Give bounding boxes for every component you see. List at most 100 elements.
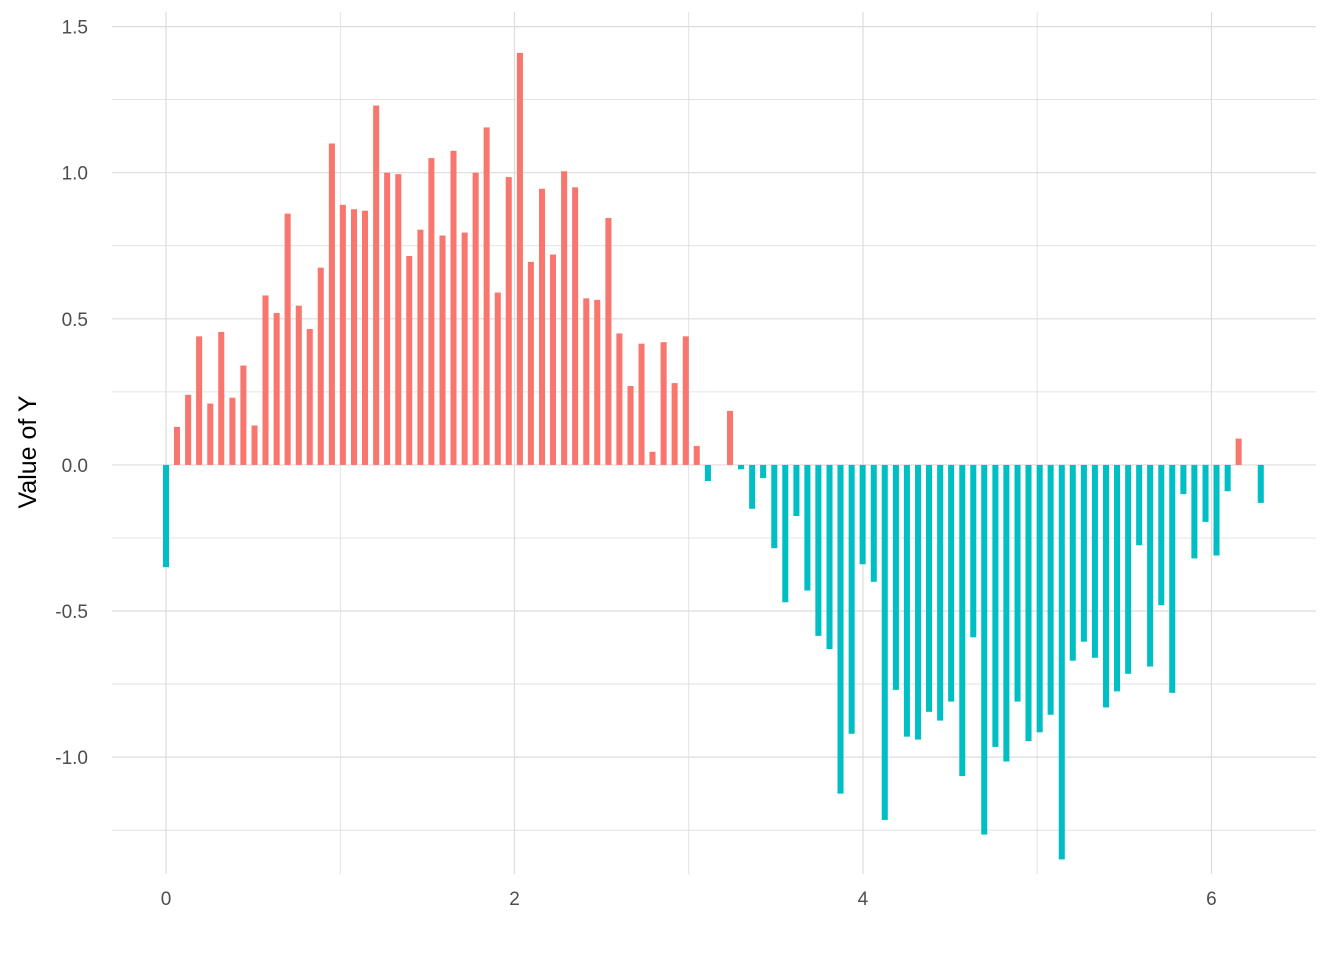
negative-bar <box>793 464 800 517</box>
positive-bar <box>339 204 346 465</box>
positive-bar <box>627 386 634 465</box>
positive-bar <box>605 218 612 465</box>
positive-bar <box>185 394 192 465</box>
positive-bar <box>317 267 324 465</box>
positive-bar <box>461 232 468 465</box>
positive-bar <box>207 403 214 465</box>
negative-bar <box>915 464 922 740</box>
positive-bar <box>572 187 579 465</box>
negative-bar <box>948 464 955 702</box>
positive-bar <box>395 174 402 465</box>
positive-bar <box>173 426 181 465</box>
positive-bar <box>527 261 534 465</box>
negative-bar <box>937 464 944 721</box>
positive-bar <box>649 451 656 465</box>
positive-bar <box>539 188 546 465</box>
y-tick-label: 0.0 <box>62 456 88 477</box>
positive-bar <box>472 172 479 465</box>
negative-bar <box>1091 464 1098 658</box>
positive-bar <box>727 410 734 465</box>
negative-bar <box>804 464 811 591</box>
positive-bar <box>373 105 380 465</box>
y-tick-label: -0.5 <box>55 602 88 623</box>
negative-bar <box>760 464 767 479</box>
positive-bar <box>273 312 280 465</box>
positive-bar <box>361 210 369 465</box>
negative-bar <box>1191 464 1198 559</box>
positive-bar <box>693 445 700 465</box>
negative-bar <box>837 464 844 794</box>
positive-bar <box>682 336 689 465</box>
negative-bar <box>1169 464 1176 693</box>
negative-bar <box>1125 464 1132 674</box>
y-tick-label: 0.5 <box>62 310 88 331</box>
negative-bar <box>981 464 988 835</box>
positive-bar <box>516 52 523 465</box>
negative-bar <box>870 464 877 582</box>
negative-bar <box>1147 464 1154 667</box>
positive-bar <box>295 305 302 465</box>
positive-bar <box>417 229 424 465</box>
major-gridlines <box>112 12 1316 874</box>
positive-bar <box>328 143 335 465</box>
negative-bar <box>1058 464 1065 860</box>
positive-bar <box>229 397 236 465</box>
positive-bar <box>450 150 457 465</box>
positive-bar <box>483 127 490 465</box>
positive-bar <box>583 298 590 465</box>
negative-bar <box>1014 464 1021 702</box>
x-tick-label: 2 <box>509 889 520 910</box>
negative-bar <box>970 464 977 638</box>
negative-bar <box>1047 464 1054 715</box>
positive-bar <box>218 331 225 465</box>
y-tick-label: 1.5 <box>62 18 88 39</box>
x-tick-label: 4 <box>858 889 869 910</box>
negative-bar <box>1036 464 1043 733</box>
negative-bar <box>1158 464 1165 606</box>
negative-bar <box>959 464 966 777</box>
y-axis-tick-labels: -1.0 -0.5 0.0 0.5 1.0 1.5 <box>55 18 88 770</box>
negative-bar <box>704 464 711 481</box>
negative-bar <box>1213 464 1220 556</box>
negative-bar <box>1136 464 1143 546</box>
bars <box>163 52 1264 860</box>
x-tick-label: 6 <box>1206 889 1217 910</box>
negative-bar <box>1202 464 1209 522</box>
positive-bar <box>494 292 501 465</box>
positive-bar <box>240 365 247 465</box>
positive-bar <box>306 329 313 465</box>
y-tick-label: 1.0 <box>62 164 88 185</box>
positive-bar <box>351 209 358 465</box>
negative-bar <box>925 464 933 712</box>
positive-bar <box>660 342 667 465</box>
negative-bar <box>1003 464 1010 762</box>
negative-bar <box>1114 464 1121 692</box>
positive-bar <box>594 299 601 465</box>
negative-bar <box>826 464 833 650</box>
negative-bar <box>771 464 778 549</box>
positive-bar <box>616 333 623 465</box>
negative-bar <box>1069 464 1076 661</box>
negative-bar <box>892 464 899 690</box>
positive-bar <box>439 235 446 465</box>
negative-bar <box>848 464 855 734</box>
negative-bar <box>1080 464 1087 642</box>
positive-bar <box>638 343 645 465</box>
negative-bar <box>1257 464 1264 503</box>
negative-bar <box>737 464 745 470</box>
x-axis-tick-labels: 0 2 4 6 <box>161 889 1217 910</box>
y-tick-label: -1.0 <box>55 748 88 769</box>
x-tick-label: 0 <box>161 889 172 910</box>
y-axis-title: Value of Y <box>14 395 42 508</box>
negative-bar <box>749 464 756 509</box>
negative-bar <box>782 464 789 603</box>
positive-bar <box>505 177 512 465</box>
negative-bar <box>1180 464 1187 495</box>
positive-bar <box>262 295 269 465</box>
negative-bar <box>163 464 170 568</box>
positive-bar <box>1235 438 1242 465</box>
positive-bar <box>384 172 391 465</box>
